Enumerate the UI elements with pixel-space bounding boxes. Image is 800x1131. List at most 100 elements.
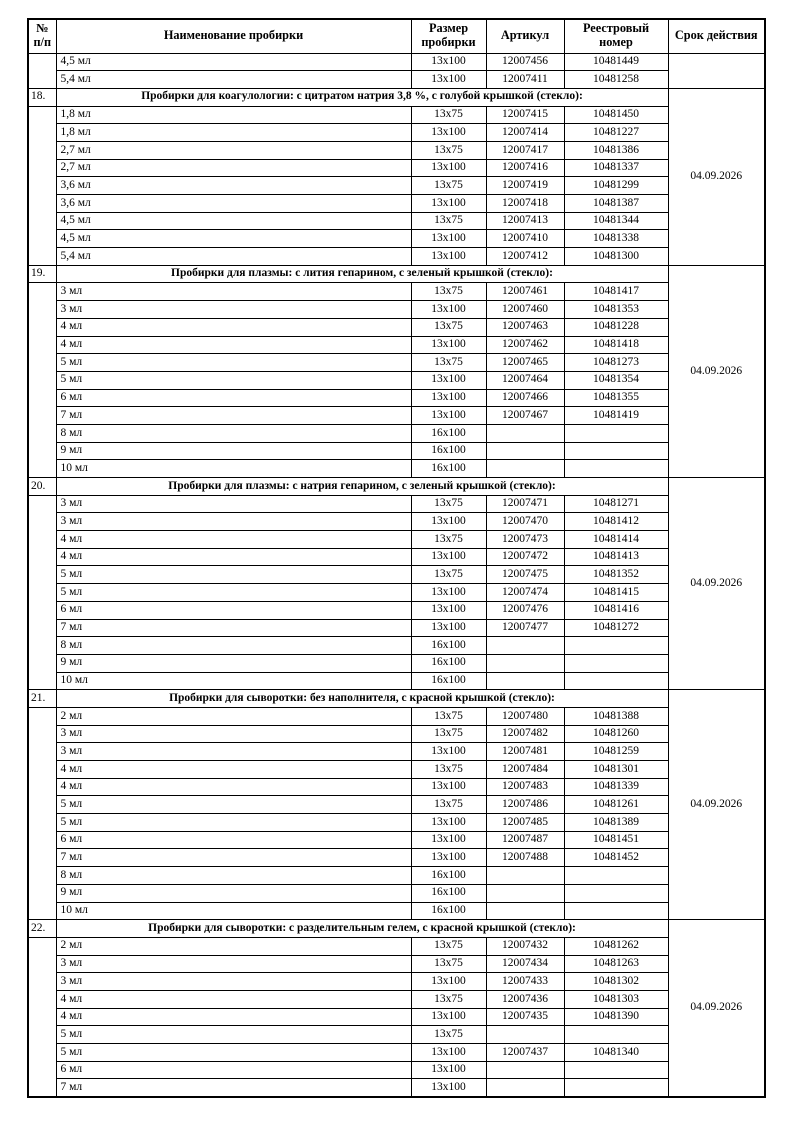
cell-size: 13x100 <box>410 830 487 850</box>
cell-reg-number: 10481386 <box>563 140 669 160</box>
cell-volume: 4,5 мл <box>55 229 412 249</box>
cell-volume: 7 мл <box>55 848 412 868</box>
cell-size: 13x75 <box>410 954 487 974</box>
section-title: Пробирки для плазмы: с натрия гепарином,… <box>55 477 669 496</box>
cell-volume: 10 мл <box>55 671 412 691</box>
cell-article: 12007470 <box>485 512 565 532</box>
cell-size: 16x100 <box>410 636 487 655</box>
cell-reg-number <box>563 1025 669 1044</box>
cell-article: 12007484 <box>485 760 565 779</box>
section-number: 21. <box>27 689 57 708</box>
cell-reg-number: 10481301 <box>563 760 669 779</box>
cell-size: 13x100 <box>410 1060 487 1080</box>
cell-reg-number <box>563 423 669 443</box>
cell-volume: 8 мл <box>55 636 412 655</box>
cell-reg-number <box>563 653 669 673</box>
cell-article: 12007411 <box>485 70 565 89</box>
cell-size: 13x75 <box>410 317 487 337</box>
table-row: 9 мл 16x100 <box>28 441 765 461</box>
cell-size: 13x75 <box>410 760 487 779</box>
table-header-row: № п/п Наименование пробирки Размер проби… <box>27 18 766 54</box>
cell-reg-number: 10481227 <box>563 123 669 142</box>
table-row: 10 мл 16x100 <box>28 671 765 691</box>
cell-size: 13x75 <box>410 565 487 585</box>
cell-volume: 2 мл <box>55 936 412 956</box>
cell-reg-number <box>563 636 669 655</box>
cell-volume: 6 мл <box>55 1060 412 1080</box>
col-header-reg-number: Реестровый номер <box>563 18 669 54</box>
cell-reg-number: 10481228 <box>563 317 669 337</box>
cell-reg-number: 10481273 <box>563 353 669 372</box>
cell-volume: 3,6 мл <box>55 176 412 195</box>
cell-article: 12007462 <box>485 335 565 355</box>
cell-article: 12007473 <box>485 530 565 549</box>
cell-size: 16x100 <box>410 459 487 478</box>
cell-article: 12007488 <box>485 848 565 868</box>
cell-article <box>485 636 565 655</box>
table-row: 10 мл 16x100 <box>28 459 765 478</box>
cell-volume: 3 мл <box>55 724 412 744</box>
table-row: 2 мл 13x75 12007480 10481388 <box>27 706 765 921</box>
cell-volume: 4 мл <box>55 335 412 355</box>
cell-article: 12007463 <box>485 317 565 337</box>
table-row: 4 мл 13x75 12007484 10481301 <box>28 760 765 779</box>
table-body: 4,5 мл 13x100 12007456 10481449 5,4 мл 13x100… <box>27 52 766 1098</box>
cell-volume: 9 мл <box>55 883 412 903</box>
table-row: 4,5 мл 13x100 12007456 10481449 <box>27 52 766 89</box>
cell-reg-number: 10481450 <box>563 105 669 125</box>
cell-size: 13x100 <box>410 335 487 355</box>
cell-reg-number: 10481262 <box>563 936 669 956</box>
cell-size: 13x100 <box>410 583 487 602</box>
cell-reg-number <box>563 459 669 478</box>
table-row: 3 мл 13x100 12007460 10481353 <box>28 300 765 319</box>
cell-size: 13x100 <box>410 247 487 266</box>
cell-article: 12007472 <box>485 547 565 567</box>
cell-size: 13x100 <box>410 52 487 72</box>
cell-size: 13x75 <box>410 989 487 1009</box>
cell-size: 13x100 <box>410 300 487 319</box>
cell-size: 13x100 <box>410 742 487 761</box>
table-row: 5 мл 13x75 <box>28 1025 765 1044</box>
cell-volume: 2,7 мл <box>55 140 412 160</box>
table-row: 8 мл 16x100 <box>28 636 765 655</box>
cell-size: 13x75 <box>410 494 487 514</box>
cell-reg-number: 10481419 <box>563 406 669 425</box>
cell-article <box>485 653 565 673</box>
section-header-row: 19. Пробирки для плазмы: с лития гепарино… <box>27 264 766 479</box>
cell-volume: 4 мл <box>55 777 412 797</box>
table-row: 8 мл 16x100 <box>28 866 765 885</box>
table-row: 5 мл 13x100 12007464 10481354 <box>28 370 765 390</box>
cell-size: 13x100 <box>410 972 487 991</box>
cell-reg-number <box>563 671 669 691</box>
cell-article: 12007419 <box>485 176 565 195</box>
cell-article: 12007460 <box>485 300 565 319</box>
cell-size: 13x75 <box>410 282 487 302</box>
cell-article: 12007483 <box>485 777 565 797</box>
cell-size: 16x100 <box>410 671 487 691</box>
cell-article <box>485 1078 565 1098</box>
table-row: 4,5 мл 13x100 12007410 10481338 <box>28 229 765 249</box>
cell-reg-number <box>563 1060 669 1080</box>
col-header-size: Размер пробирки <box>410 18 487 54</box>
cell-volume: 5 мл <box>55 370 412 390</box>
cell-article <box>485 1060 565 1080</box>
cell-size: 13x100 <box>410 1078 487 1098</box>
cell-article: 12007481 <box>485 742 565 761</box>
col-header-row-number: № п/п <box>27 18 57 54</box>
cell-volume: 2 мл <box>55 706 412 726</box>
table-row: 3 мл 13x75 12007471 10481271 <box>27 494 765 691</box>
cell-size: 16x100 <box>410 441 487 461</box>
cell-article: 12007474 <box>485 583 565 602</box>
cell-volume: 6 мл <box>55 388 412 408</box>
cell-reg-number: 10481415 <box>563 583 669 602</box>
cell-reg-number: 10481263 <box>563 954 669 974</box>
cell-article: 12007461 <box>485 282 565 302</box>
table-row: 3 мл 13x75 12007461 10481417 <box>27 282 765 478</box>
cell-article: 12007417 <box>485 140 565 160</box>
cell-volume: 3 мл <box>55 972 412 991</box>
cell-size: 13x100 <box>410 813 487 832</box>
cell-reg-number: 10481387 <box>563 194 669 213</box>
cell-volume: 6 мл <box>55 830 412 850</box>
cell-volume: 5,4 мл <box>55 247 412 266</box>
cell-article: 12007437 <box>485 1043 565 1062</box>
